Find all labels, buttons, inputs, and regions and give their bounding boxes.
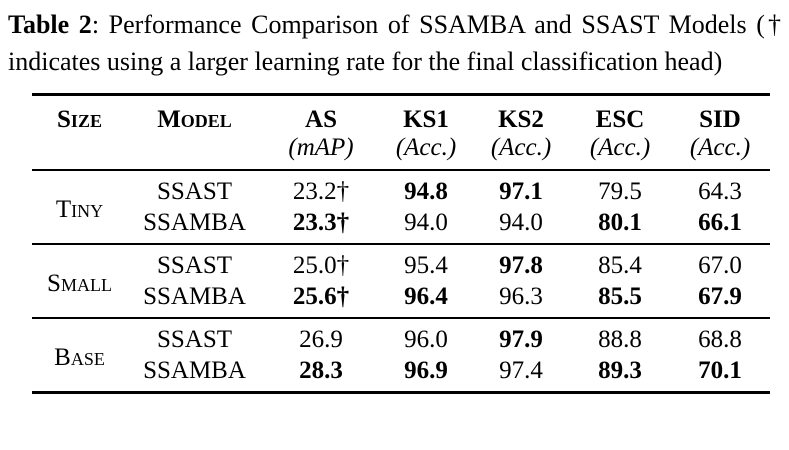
value-cell: 88.8: [570, 317, 670, 355]
header-row-units: (mAP) (Acc.) (Acc.) (Acc.) (Acc.): [32, 134, 770, 171]
col-unit-ks1: (Acc.): [380, 134, 472, 171]
model-cell: SSAMBA: [143, 209, 246, 236]
value-cell: 94.0: [499, 209, 543, 236]
value-cell: 96.0: [380, 317, 472, 355]
col-unit-sid: (Acc.): [670, 134, 770, 171]
value-cell: 23.2†: [292, 178, 350, 205]
col-header-size: Size: [57, 106, 102, 133]
value-cell: 94.0: [404, 209, 448, 236]
value-cell: 97.9: [472, 317, 570, 355]
model-cell: SSAMBA: [143, 283, 246, 310]
table-row: SSAMBA 25.6† 96.4 96.3 85.5 67.9: [32, 281, 770, 318]
col-header-model: Model: [157, 106, 232, 133]
table-header: Size Model AS KS1 KS2 ESC SID (mAP) (Acc…: [32, 95, 770, 171]
group-base: Base SSAST 26.9 96.0 97.9 88.8 68.8 SSAM…: [32, 317, 770, 393]
table-row: Base SSAST 26.9 96.0 97.9 88.8 68.8: [32, 317, 770, 393]
size-cell: Small: [32, 243, 127, 318]
value-cell: 28.3: [299, 357, 343, 384]
value-cell: 25.6†: [292, 283, 350, 310]
value-cell: 23.3†: [292, 209, 350, 236]
value-cell: 70.1: [698, 357, 742, 384]
col-unit-esc: (Acc.): [570, 134, 670, 171]
col-header-as: AS: [305, 106, 337, 133]
value-cell: 66.1: [698, 209, 742, 236]
value-cell: 68.8: [670, 317, 770, 355]
header-row-labels: Size Model AS KS1 KS2 ESC SID: [32, 95, 770, 135]
table-row: SSAMBA 23.3† 94.0 94.0 80.1 66.1: [32, 207, 770, 244]
col-header-ks1: KS1: [403, 106, 449, 133]
size-cell: Base: [32, 317, 127, 393]
value-cell: 67.9: [698, 283, 742, 310]
size-cell: Tiny: [55, 196, 104, 223]
value-cell: 80.1: [598, 209, 642, 236]
table-row: SSAMBA 28.3 96.9 97.4 89.3 70.1: [32, 355, 770, 393]
table-row: Tiny SSAST 23.2† 94.8 97.1 79.5 64.3: [32, 170, 770, 223]
caption-label: Table 2: [8, 10, 92, 39]
value-cell: 25.0†: [262, 243, 380, 281]
unit-blank: [127, 134, 262, 171]
col-header-sid: SID: [699, 106, 741, 133]
model-cell: SSAMBA: [143, 357, 246, 384]
value-cell: 96.9: [404, 357, 448, 384]
results-table: Size Model AS KS1 KS2 ESC SID (mAP) (Acc…: [32, 93, 770, 394]
value-cell: 96.3: [499, 283, 543, 310]
group-tiny: Tiny SSAST 23.2† 94.8 97.1 79.5 64.3 SSA…: [32, 170, 770, 244]
model-cell: SSAST: [156, 178, 233, 205]
value-cell: 85.4: [570, 243, 670, 281]
value-cell: 67.0: [670, 243, 770, 281]
value-cell: 85.5: [598, 283, 642, 310]
caption-text: : Performance Comparison of SSAMBA and S…: [8, 10, 781, 76]
value-cell: 64.3: [698, 178, 742, 205]
value-cell: 96.4: [404, 283, 448, 310]
value-cell: 97.8: [472, 243, 570, 281]
col-unit-as: (mAP): [262, 134, 380, 171]
value-cell: 26.9: [262, 317, 380, 355]
value-cell: 79.5: [598, 178, 642, 205]
value-cell: 94.8: [404, 178, 448, 205]
value-cell: 97.1: [499, 178, 543, 205]
unit-blank: [32, 134, 127, 171]
group-small: Small SSAST 25.0† 95.4 97.8 85.4 67.0 SS…: [32, 243, 770, 318]
col-header-esc: ESC: [595, 106, 645, 133]
col-unit-ks2: (Acc.): [472, 134, 570, 171]
table-caption: Table 2: Performance Comparison of SSAMB…: [8, 6, 781, 80]
model-cell: SSAST: [127, 243, 262, 281]
value-cell: 89.3: [598, 357, 642, 384]
col-header-ks2: KS2: [498, 106, 544, 133]
table-row: Small SSAST 25.0† 95.4 97.8 85.4 67.0: [32, 243, 770, 318]
value-cell: 95.4: [380, 243, 472, 281]
model-cell: SSAST: [127, 317, 262, 355]
value-cell: 97.4: [499, 357, 543, 384]
